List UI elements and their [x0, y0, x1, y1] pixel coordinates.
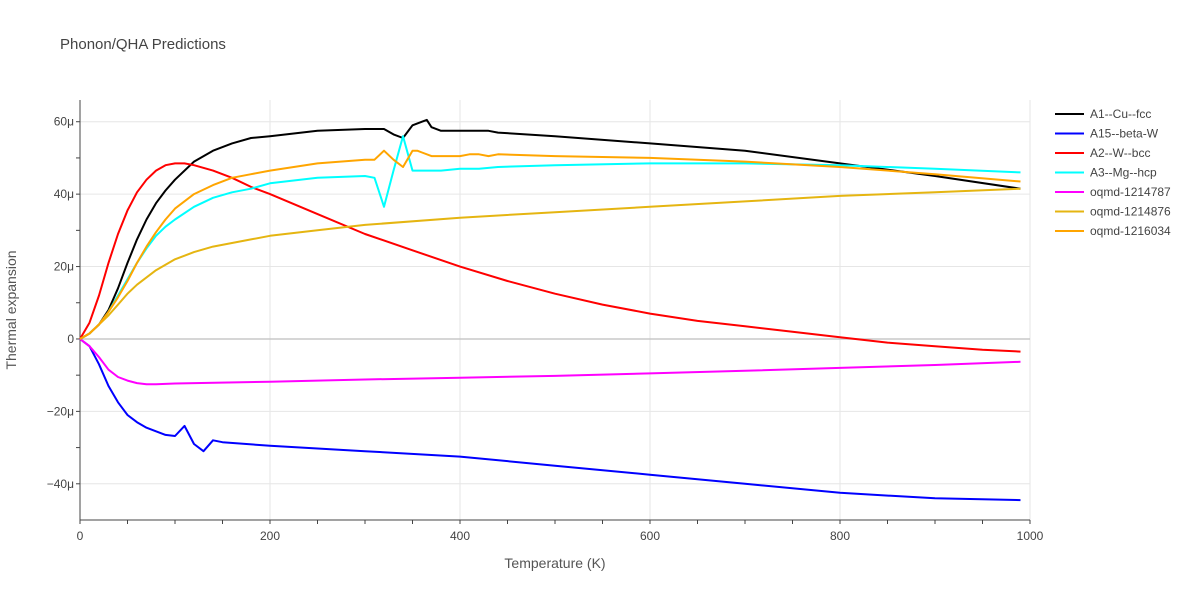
x-axis-title: Temperature (K) — [504, 555, 605, 571]
legend-item[interactable]: oqmd-1214787 — [1055, 185, 1171, 199]
axes: 0 200 400 600 800 1000 −40μ −20μ 0 20μ 40μ 60μ — [47, 100, 1044, 543]
legend-item[interactable]: A1--Cu--fcc — [1055, 107, 1151, 121]
y-tick-label: −20μ — [47, 404, 74, 418]
series-line-oqmd-1214876 — [79, 187, 1021, 340]
legend[interactable]: A1--Cu--fcc A15--beta-W A2--W--bcc A3--Mg--… — [1055, 107, 1171, 238]
y-tick-label: −40μ — [47, 477, 74, 491]
legend-label: oqmd-1214787 — [1090, 185, 1171, 199]
legend-label: oqmd-1216034 — [1090, 224, 1171, 238]
legend-label: A3--Mg--hcp — [1090, 166, 1157, 180]
series-line-a1-cu-fcc — [79, 118, 1021, 340]
x-tick-label: 0 — [77, 529, 84, 543]
legend-item[interactable]: A3--Mg--hcp — [1055, 166, 1157, 180]
legend-label: A2--W--bcc — [1090, 146, 1150, 160]
legend-item[interactable]: A2--W--bcc — [1055, 146, 1150, 160]
y-tick-label: 0 — [67, 332, 74, 346]
y-axis-title: Thermal expansion — [3, 250, 19, 369]
series-line-oqmd-1216034 — [79, 149, 1021, 340]
x-tick-label: 1000 — [1017, 529, 1044, 543]
x-tick-label: 600 — [640, 529, 660, 543]
y-tick-label: 60μ — [54, 115, 74, 129]
x-tick-label: 800 — [830, 529, 850, 543]
x-tick-label: 200 — [260, 529, 280, 543]
chart-title: Phonon/QHA Predictions — [60, 36, 226, 53]
legend-label: oqmd-1214876 — [1090, 205, 1171, 219]
grid — [79, 100, 1031, 520]
y-tick-label: 40μ — [54, 187, 74, 201]
y-tick-label: 20μ — [54, 260, 74, 274]
legend-label: A15--beta-W — [1090, 127, 1159, 141]
legend-item[interactable]: A15--beta-W — [1055, 127, 1159, 141]
series-line-a2-w-bcc — [79, 162, 1021, 353]
legend-item[interactable]: oqmd-1214876 — [1055, 205, 1171, 219]
legend-item[interactable]: oqmd-1216034 — [1055, 224, 1171, 238]
x-tick-label: 400 — [450, 529, 470, 543]
series-line-oqmd-1214787 — [79, 338, 1021, 386]
series-group — [79, 118, 1021, 502]
series-line-a3-mg-hcp — [79, 135, 1021, 340]
legend-label: A1--Cu--fcc — [1090, 107, 1151, 121]
series-line-a15-beta-w — [79, 338, 1021, 502]
